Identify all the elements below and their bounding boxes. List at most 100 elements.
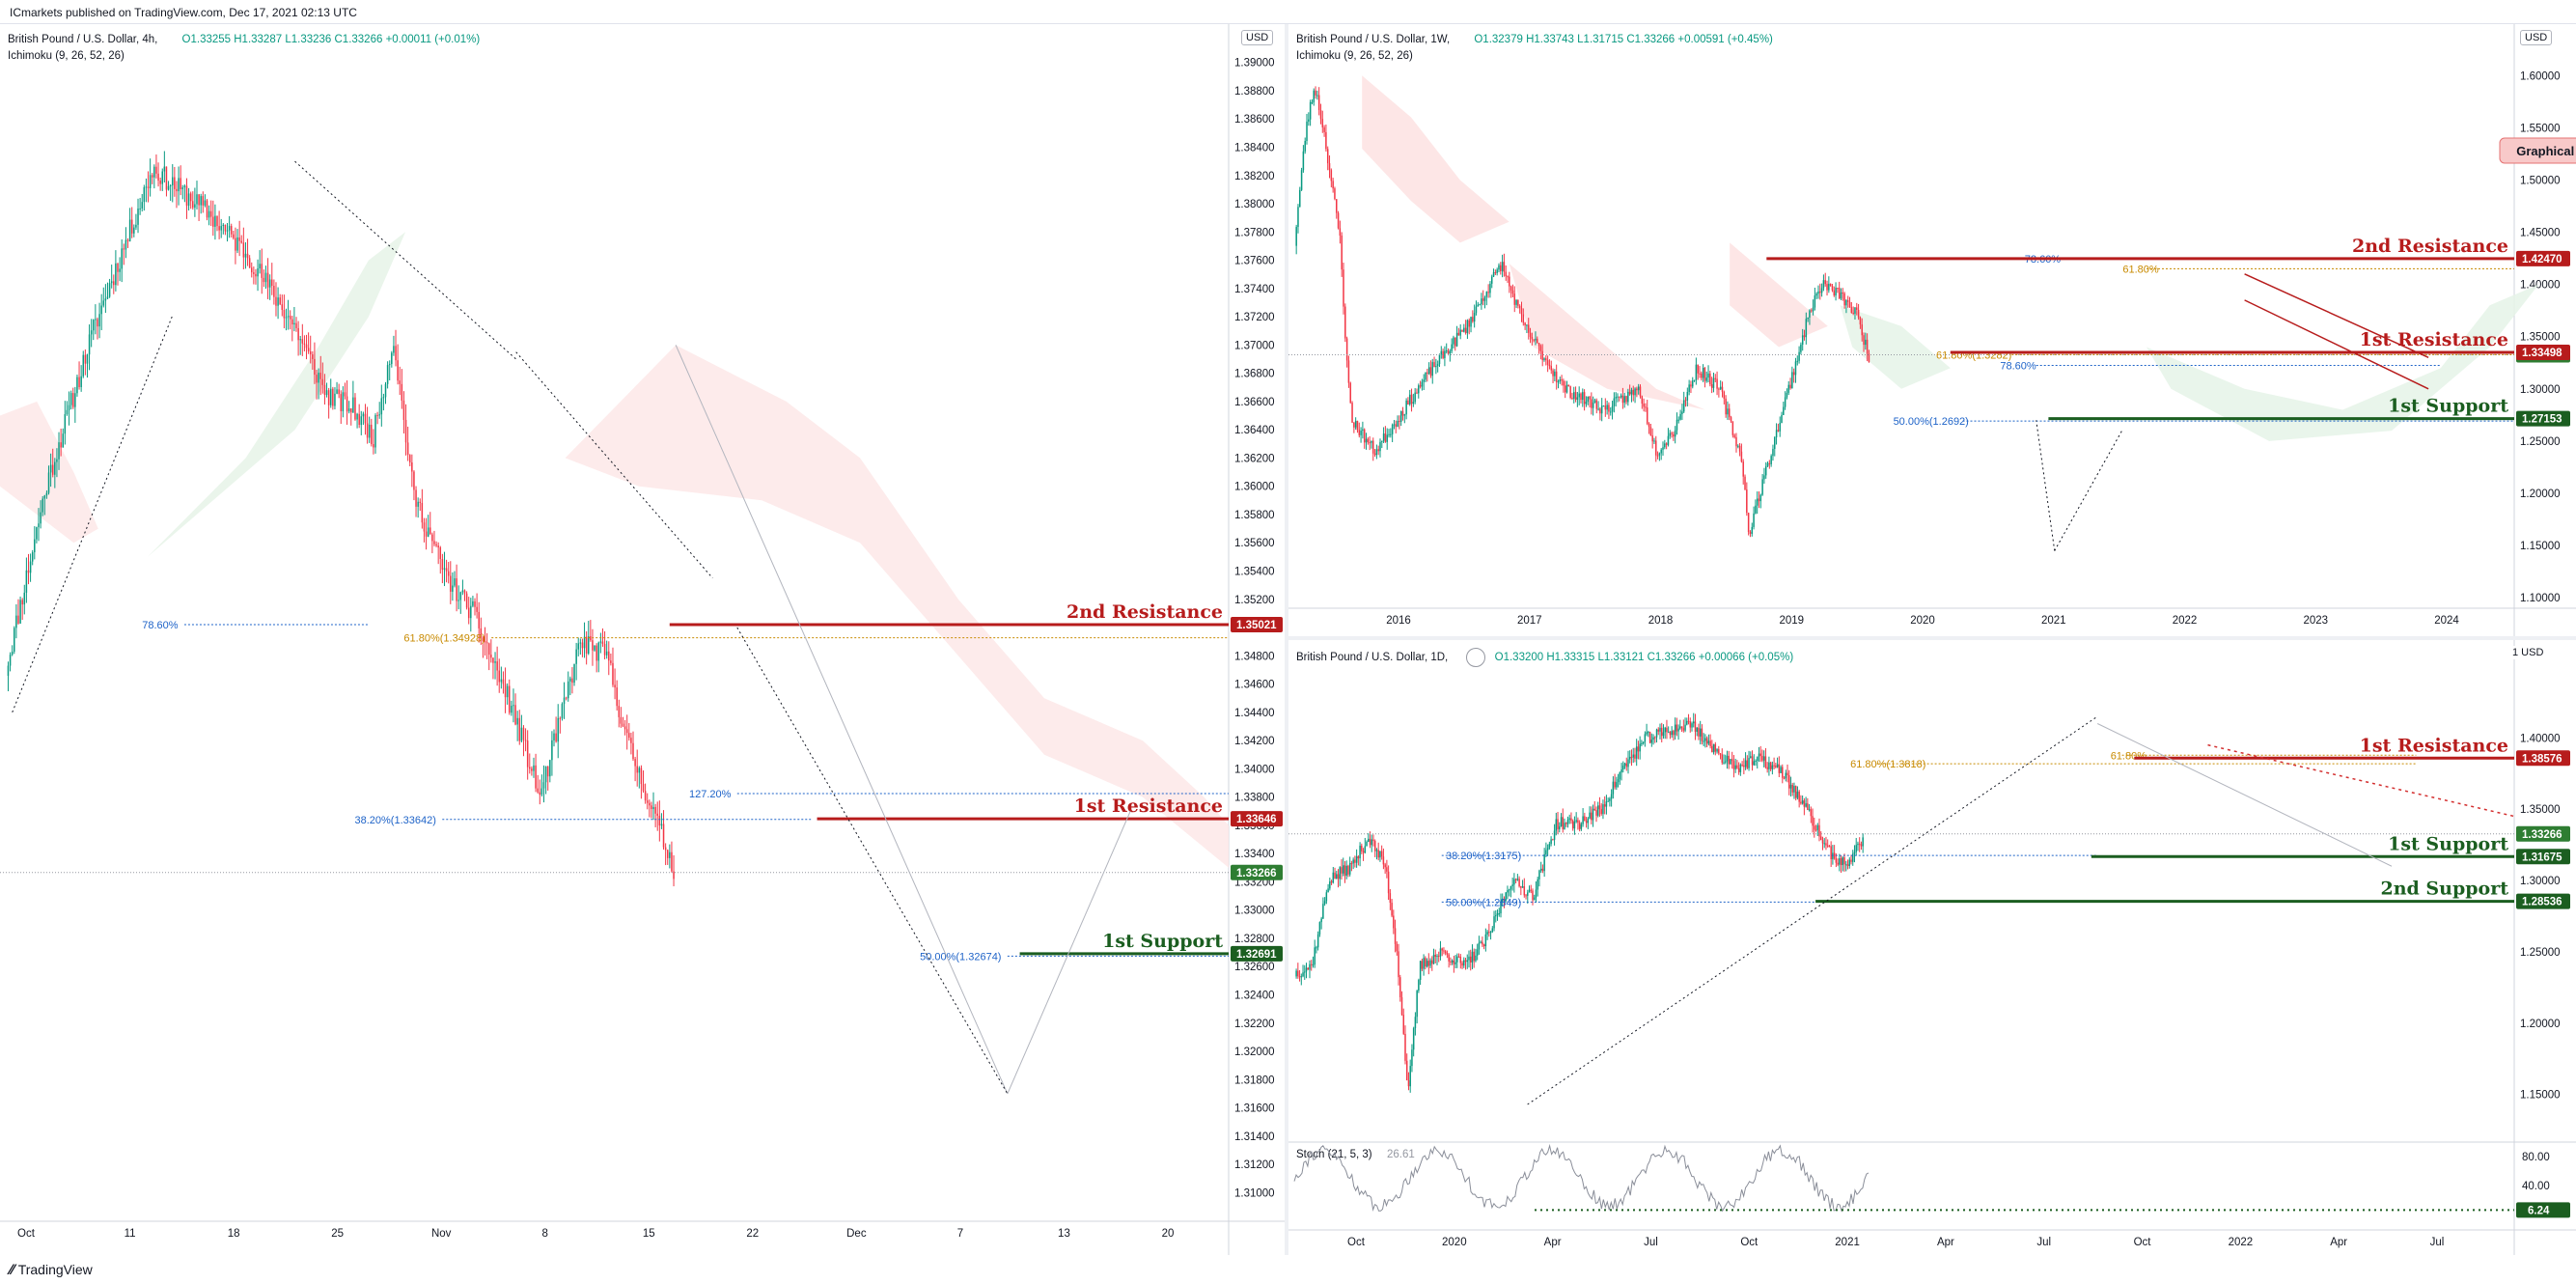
- candle-body: [240, 240, 242, 243]
- candle-body: [1431, 960, 1433, 964]
- candle-body: [1330, 881, 1333, 883]
- unit-badge-4h[interactable]: USD: [1241, 30, 1274, 45]
- candle-body: [1345, 338, 1348, 361]
- candle-body: [509, 685, 511, 713]
- candle-body: [524, 740, 527, 741]
- candle-body: [1791, 372, 1793, 389]
- legend-4h-open: O1.33255: [181, 34, 232, 45]
- legend-daily-high: H1.33315: [1546, 652, 1595, 664]
- candle-body: [189, 193, 192, 202]
- trend-line: [675, 345, 1009, 1095]
- chart-weekly-canvas[interactable]: 1.60000 1.55000 1.50000 1.45000 1.40000 1.350…: [1288, 24, 2576, 636]
- stoch-value: 26.61: [1387, 1149, 1415, 1160]
- candle-body: [1676, 419, 1678, 431]
- candle-body: [1738, 445, 1741, 452]
- candle-body: [1756, 498, 1759, 506]
- candle-body: [373, 444, 374, 448]
- level-title-resistance: 2nd Resistance: [1066, 601, 1223, 623]
- chart-panel-weekly[interactable]: 1.60000 1.55000 1.50000 1.45000 1.40000 1.350…: [1288, 24, 2576, 636]
- tradingview-logo[interactable]: ⁄⁄ TradingView: [10, 1262, 93, 1278]
- candle-body: [1473, 951, 1475, 962]
- candle-body: [1473, 312, 1476, 322]
- time-tick-label: Jul: [1644, 1237, 1658, 1248]
- candle-body: [1328, 163, 1331, 171]
- candle-body: [544, 766, 547, 783]
- candle-body: [172, 177, 174, 185]
- candle-body: [1329, 881, 1331, 889]
- chart-daily-canvas[interactable]: 1.40000 1.35000 1.30000 1.25000 1.20000 1.150…: [1288, 640, 2576, 1255]
- candle-body: [1463, 960, 1465, 966]
- price-tick-label: 1.35000: [2520, 804, 2561, 816]
- candle-body: [1746, 760, 1749, 768]
- price-tick-label: 1.35200: [1234, 595, 1275, 606]
- candle-body: [325, 390, 328, 395]
- chart-4h-canvas[interactable]: 1.39000 1.38800 1.38600 1.38400 1.38200 1.380…: [0, 24, 1285, 1255]
- candle-body: [1403, 414, 1406, 416]
- candle-body: [289, 316, 291, 320]
- candle-body: [216, 215, 218, 227]
- chart-panel-daily[interactable]: 1.40000 1.35000 1.30000 1.25000 1.20000 1.150…: [1288, 640, 2576, 1255]
- candle-body: [1571, 398, 1573, 400]
- candle-body: [1667, 732, 1670, 734]
- candle-body: [1451, 960, 1454, 963]
- candle-body: [212, 216, 214, 227]
- panel-divider-horizontal[interactable]: [1288, 636, 2576, 640]
- candle-body: [1721, 754, 1724, 763]
- candle-body: [1578, 822, 1581, 829]
- candle-body: [1789, 784, 1792, 789]
- candle-body: [1459, 956, 1462, 963]
- candle-body: [208, 210, 210, 218]
- legend-daily-visibility-icon[interactable]: [1466, 648, 1486, 667]
- candle-body: [185, 185, 188, 207]
- candle-body: [1466, 320, 1469, 333]
- fib-label: 61.80%: [2122, 264, 2159, 275]
- candle-body: [145, 186, 148, 188]
- price-tick-label: 1.37000: [1234, 340, 1275, 351]
- candle-body: [1686, 391, 1689, 401]
- tradingview-logo-icon: ⁄⁄: [10, 1263, 14, 1278]
- candle-body: [623, 726, 626, 730]
- unit-badge-weekly[interactable]: USD: [2520, 30, 2553, 45]
- candle-body: [581, 642, 584, 649]
- candle-body: [1639, 386, 1642, 397]
- candle-body: [1664, 727, 1666, 733]
- candle-body: [1807, 803, 1809, 810]
- candle-body: [546, 766, 549, 777]
- candle-body: [1826, 284, 1828, 291]
- chart-panel-4h[interactable]: 1.39000 1.38800 1.38600 1.38400 1.38200 1.380…: [0, 24, 1285, 1255]
- candle-body: [1537, 879, 1538, 890]
- candle-body: [1418, 385, 1420, 394]
- candle-body: [1350, 863, 1353, 865]
- price-tick-label: 1.30000: [2520, 384, 2561, 396]
- candle-body: [1439, 948, 1442, 957]
- candle-body: [1585, 821, 1588, 823]
- candle-body: [1778, 764, 1781, 773]
- candle-body: [198, 194, 200, 206]
- candle-body: [1437, 956, 1440, 958]
- level-price-tag: [1231, 945, 1283, 962]
- candle-body: [577, 643, 579, 650]
- candle-body: [590, 636, 592, 641]
- candle-body: [1771, 765, 1774, 769]
- candle-body: [1394, 928, 1397, 944]
- candle-body: [1759, 753, 1761, 756]
- candle-body: [1332, 872, 1335, 883]
- unit-badge-daily[interactable]: 1 USD: [2508, 646, 2548, 659]
- candle-body: [425, 531, 428, 537]
- candle-body: [1509, 276, 1510, 287]
- candle-body: [71, 393, 74, 407]
- candle-body: [1575, 820, 1577, 823]
- candle-body: [1655, 729, 1658, 738]
- candle-body: [1454, 337, 1456, 347]
- panel-divider-vertical[interactable]: [1285, 24, 1288, 1255]
- time-tick-label: 2016: [1386, 615, 1411, 627]
- candle-body: [327, 390, 330, 405]
- candle-body: [402, 400, 405, 420]
- candle-body: [1637, 746, 1640, 752]
- candle-body: [457, 600, 459, 601]
- candle-body: [1564, 823, 1565, 829]
- candle-body: [1674, 724, 1676, 736]
- candle-body: [358, 413, 360, 426]
- swing-high-callout[interactable]: Graphical swing high: [2499, 137, 2576, 164]
- candle-body: [1580, 823, 1583, 829]
